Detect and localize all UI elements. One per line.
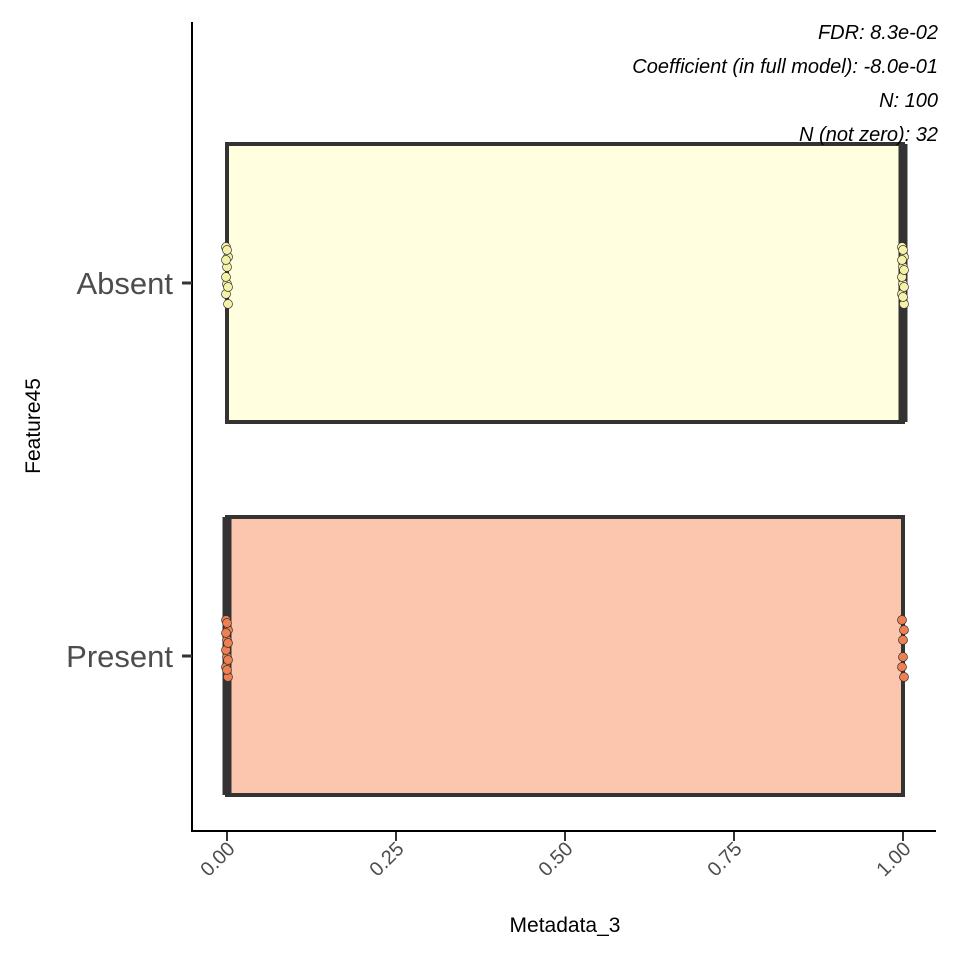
annotation-fdr: FDR: 8.3e-02 [818, 22, 938, 44]
point-present-zero-11 [223, 638, 233, 648]
point-absent-zero-8 [223, 282, 233, 292]
point-present-one-5 [899, 672, 909, 682]
point-absent-zero-6 [221, 272, 231, 282]
boxes-layer [222, 142, 908, 797]
point-present-zero-9 [221, 628, 231, 638]
x-axis-title: Metadata_3 [510, 914, 621, 937]
y-axis-title: Feature45 [22, 378, 45, 474]
point-absent-one-7 [898, 245, 908, 255]
x-tick-label: 1.00 [872, 838, 915, 881]
stats-annotation: FDR: 8.3e-02 Coefficient (in full model)… [632, 22, 938, 146]
x-ticks: 0.00 0.25 0.50 0.75 1.00 [196, 832, 916, 881]
x-tick-label: 0.75 [703, 838, 746, 881]
point-absent-one-8 [899, 282, 909, 292]
y-tick-label-absent: Absent [76, 266, 173, 301]
point-present-one-2 [899, 625, 909, 635]
point-present-one-4 [898, 635, 908, 645]
point-absent-zero-5 [223, 299, 233, 309]
box-absent [225, 142, 905, 424]
point-present-zero-10 [222, 665, 232, 675]
point-present-zero-8 [223, 655, 233, 665]
point-absent-one-10 [898, 292, 908, 302]
point-present-one-3 [897, 662, 907, 672]
point-present-one-0 [897, 615, 907, 625]
point-absent-zero-9 [221, 255, 231, 265]
y-ticks: Absent Present [66, 266, 192, 674]
annotation-n: N: 100 [879, 90, 938, 112]
annotation-coefficient: Coefficient (in full model): -8.0e-01 [632, 56, 938, 78]
point-absent-one-11 [899, 265, 909, 275]
x-tick-label: 0.00 [196, 838, 239, 881]
point-absent-one-9 [897, 255, 907, 265]
points-layer [221, 242, 909, 682]
x-tick-label: 0.50 [534, 838, 577, 881]
point-absent-zero-7 [222, 245, 232, 255]
y-tick-label-present: Present [66, 639, 173, 674]
x-tick-label: 0.25 [365, 838, 408, 881]
point-present-zero-7 [222, 618, 232, 628]
annotation-n-not-zero: N (not zero): 32 [799, 124, 938, 146]
point-present-one-1 [898, 652, 908, 662]
box-present [225, 515, 905, 797]
